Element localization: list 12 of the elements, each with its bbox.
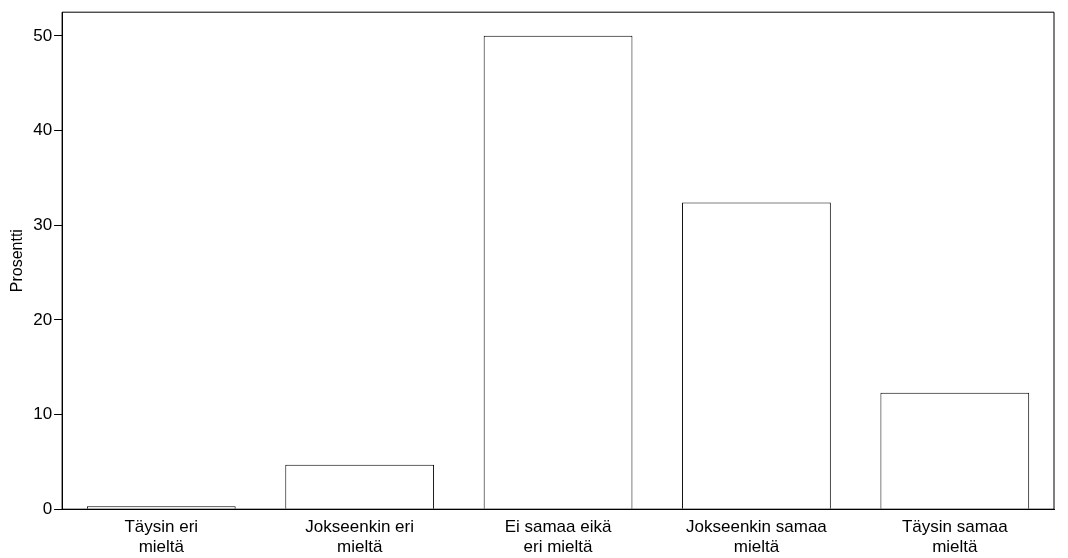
x-tick-label: Täysin samaa mieltä [901, 517, 1009, 557]
y-tick-label: 30 [33, 214, 53, 234]
y-tick-label: 10 [33, 404, 53, 424]
y-axis-title: Prosentti [8, 229, 26, 293]
y-tick-label: 0 [42, 498, 53, 518]
x-tick-label: Ei samaa eikä eri mieltä [504, 517, 612, 557]
y-tick-label: 20 [33, 309, 53, 329]
x-tick-label: Jokseenkin samaa mieltä [686, 517, 828, 557]
y-tick-label: 40 [33, 120, 53, 140]
y-tick-label: 50 [33, 25, 53, 45]
x-tick-label: Täysin eri mieltä [124, 517, 199, 557]
x-tick-label: Jokseenkin eri mieltä [305, 517, 415, 557]
